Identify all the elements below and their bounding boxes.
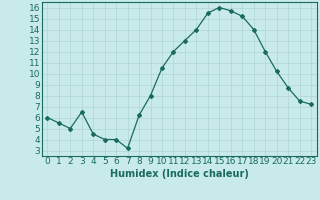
X-axis label: Humidex (Indice chaleur): Humidex (Indice chaleur)	[110, 169, 249, 179]
